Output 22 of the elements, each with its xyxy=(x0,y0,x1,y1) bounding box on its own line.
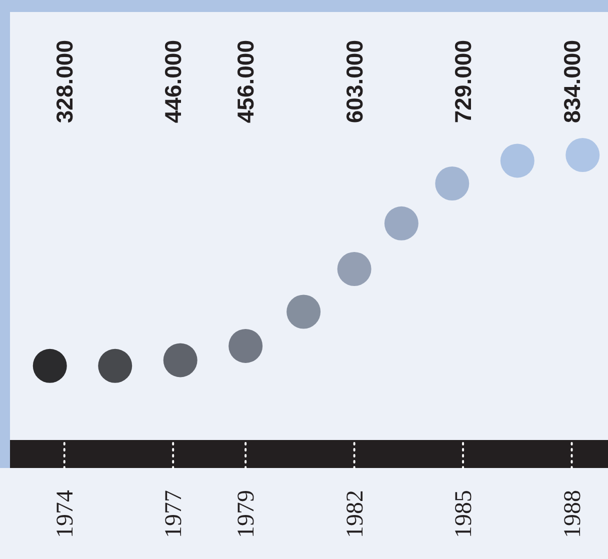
text: 446.000 xyxy=(160,40,186,124)
x-tick-label: 1982 xyxy=(342,490,368,538)
point xyxy=(228,328,263,363)
point xyxy=(337,252,372,286)
x-tick-label: 1974 xyxy=(52,490,78,538)
x-tick-label: 1977 xyxy=(161,490,188,538)
point xyxy=(32,348,67,383)
text: 603.000 xyxy=(341,40,368,124)
x-tick-label: 1985 xyxy=(451,490,478,538)
text: 834.000 xyxy=(558,40,585,124)
text: 328.000 xyxy=(51,40,78,124)
point xyxy=(163,343,198,378)
text: 456.000 xyxy=(232,40,259,124)
x-tick-label: 1988 xyxy=(560,490,586,538)
point xyxy=(500,144,534,178)
point xyxy=(286,294,321,329)
point xyxy=(384,206,418,240)
x-tick-label: 1979 xyxy=(234,490,260,538)
point xyxy=(435,166,470,200)
point xyxy=(566,138,600,172)
text: 729.000 xyxy=(450,40,476,124)
point xyxy=(98,348,132,383)
